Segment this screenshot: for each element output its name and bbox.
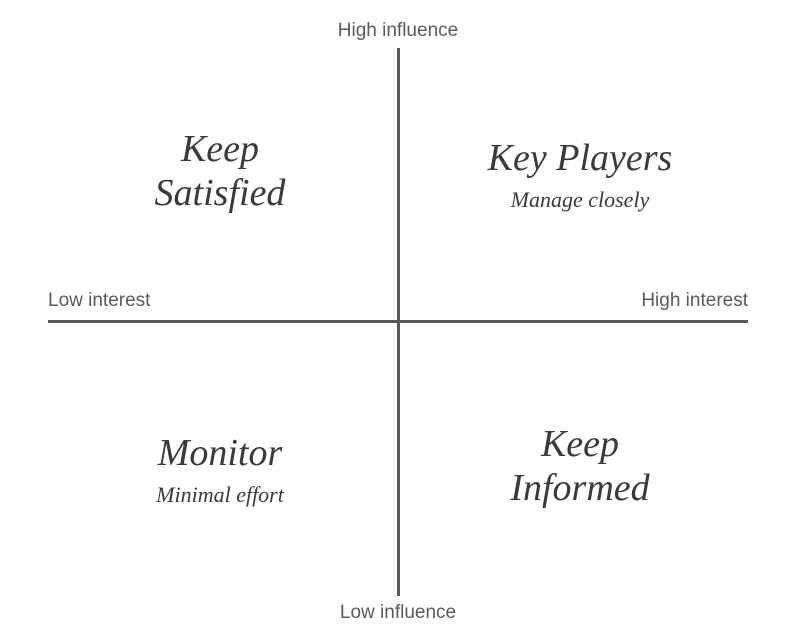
axis-label-bottom: Low influence — [340, 602, 456, 624]
quadrant-bottom-right: Keep Informed — [420, 380, 740, 560]
quadrant-subtitle: Minimal effort — [156, 482, 284, 508]
title-line-2: Informed — [510, 467, 649, 509]
quadrant-title: Keep Informed — [510, 423, 649, 510]
axis-label-top: High influence — [338, 20, 458, 42]
title-line-1: Monitor — [158, 432, 283, 474]
title-line-1: Key Players — [488, 137, 673, 179]
axis-label-right: High interest — [641, 290, 748, 312]
quadrant-subtitle: Manage closely — [511, 187, 650, 213]
quadrant-bottom-left: Monitor Minimal effort — [60, 380, 380, 560]
title-line-1: Keep — [541, 423, 619, 465]
horizontal-axis — [48, 320, 748, 323]
quadrant-title: Keep Satisfied — [155, 128, 286, 215]
quadrant-title: Key Players — [488, 137, 673, 181]
quadrant-top-right: Key Players Manage closely — [420, 85, 740, 265]
quadrant-title: Monitor — [158, 432, 283, 476]
title-line-2: Satisfied — [155, 172, 286, 214]
quadrant-top-left: Keep Satisfied — [60, 85, 380, 265]
title-line-1: Keep — [181, 128, 259, 170]
axis-label-left: Low interest — [48, 290, 150, 312]
